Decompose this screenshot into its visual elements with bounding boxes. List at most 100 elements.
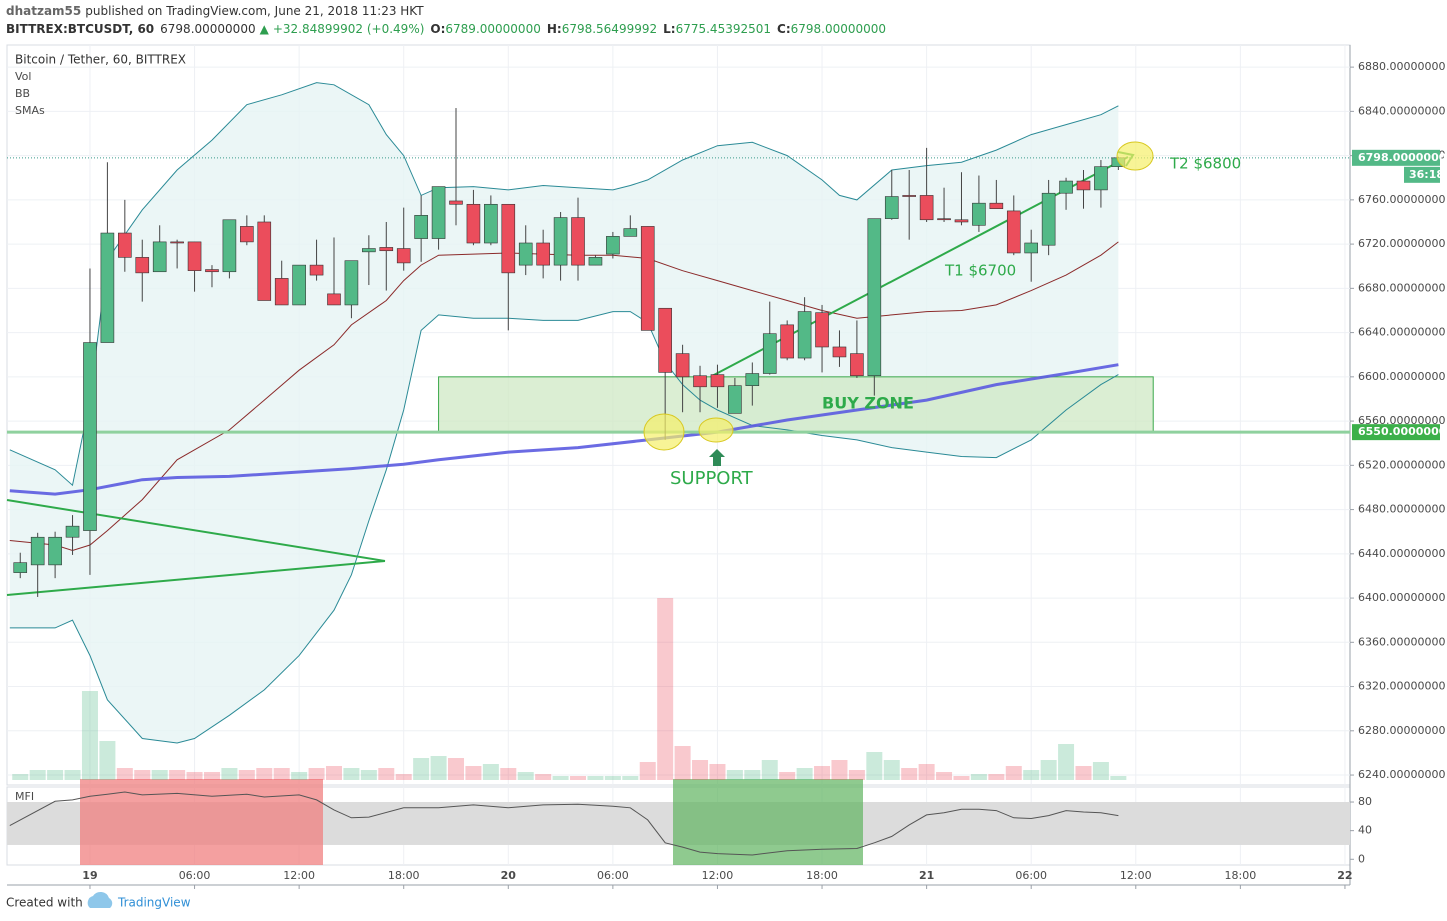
- volume-bar: [273, 768, 290, 780]
- legend-entry: BB: [15, 87, 30, 100]
- candle-body: [989, 202, 1004, 210]
- volume-bar: [430, 756, 447, 780]
- ohlc-key: C:: [777, 22, 791, 36]
- candle-body: [954, 219, 969, 223]
- volume-bar: [395, 774, 412, 780]
- user[interactable]: dhatzam55: [6, 4, 81, 18]
- band-line: [9, 311, 1119, 744]
- symbol: BITTREX:BTCUSDT, 60: [6, 22, 154, 36]
- x-tick-label: 18:00: [1225, 869, 1257, 882]
- volume-bar: [761, 760, 778, 780]
- volume-bar: [692, 760, 709, 780]
- candle-body: [484, 203, 498, 244]
- volume-bar: [1005, 766, 1022, 780]
- candle-body: [205, 269, 219, 273]
- mfi-title: MFI: [15, 790, 34, 803]
- symbol-line: BITTREX:BTCUSDT, 60 6798.00000000 ▲ +32.848…: [6, 22, 886, 36]
- candle-body: [1059, 180, 1073, 194]
- candle-body: [623, 228, 638, 237]
- candle-body: [449, 200, 463, 205]
- candle-body: [919, 195, 934, 221]
- ohlc-value: 6798.00000000: [791, 22, 886, 36]
- candle-body: [710, 374, 725, 388]
- ohlc-key: O:: [430, 22, 445, 36]
- candle-body: [606, 236, 620, 255]
- band-line: [9, 82, 1119, 487]
- volume-bar: [883, 760, 900, 780]
- ohlc-value: 6775.45392501: [676, 22, 771, 36]
- volume-bar: [1058, 744, 1075, 780]
- volume-bar: [308, 768, 325, 780]
- y-tick-label: 6840.00000000: [1358, 104, 1445, 117]
- change: +32.84899902 (+0.49%): [273, 22, 425, 36]
- y-tick-label: 6280.00000000: [1358, 724, 1445, 737]
- legend-title: Bitcoin / Tether, 60, BITTREX: [15, 53, 186, 67]
- triangle-line: [6, 560, 386, 596]
- candle-body: [762, 333, 777, 374]
- volume-bar: [1040, 760, 1057, 780]
- annotation: SUPPORT: [670, 468, 754, 489]
- footer-created: Created with: [6, 896, 83, 910]
- candle-body: [693, 375, 707, 388]
- candle-body: [518, 242, 533, 266]
- candle-body: [675, 353, 690, 378]
- x-tick-label: 06:00: [179, 869, 211, 882]
- candle-body: [83, 342, 97, 531]
- y-tick-label: 6440.00000000: [1358, 547, 1445, 560]
- volume-bar: [1092, 762, 1109, 780]
- ohlc-value: 6789.00000000: [445, 22, 540, 36]
- x-tick-label: 22: [1337, 869, 1352, 882]
- candle-body: [30, 536, 45, 566]
- support-tag: [1352, 424, 1440, 441]
- y-tick-label: 6880.00000000: [1358, 60, 1445, 73]
- volume-bar: [1110, 776, 1127, 780]
- direction: ▲: [260, 22, 270, 36]
- volume-bar: [831, 760, 848, 780]
- y-tick-label: 40: [1358, 824, 1372, 837]
- volume-bar: [535, 774, 552, 780]
- volume-bar: [657, 598, 674, 780]
- candle-body: [152, 241, 167, 273]
- volume-bar: [238, 770, 255, 780]
- support-arrow: [709, 449, 725, 466]
- highlight: [643, 413, 685, 451]
- y-tick-label: 6680.00000000: [1358, 281, 1445, 294]
- candle-body: [466, 203, 481, 244]
- published: published on TradingView.com, June 21, 2…: [85, 4, 424, 18]
- candle-body: [780, 324, 794, 359]
- y-tick-label: 6320.00000000: [1358, 680, 1445, 693]
- volume-bar: [203, 772, 220, 780]
- candle-body: [937, 218, 951, 221]
- candle-body: [309, 264, 324, 276]
- countdown: 36:18: [1409, 168, 1444, 181]
- volume-bar: [796, 768, 813, 780]
- volume-bar: [744, 770, 761, 780]
- candle-body: [48, 536, 62, 566]
- y-tick-label: 6720.00000000: [1358, 237, 1445, 250]
- candle-body: [797, 311, 812, 359]
- x-tick-label: 06:00: [597, 869, 629, 882]
- candle-body: [501, 203, 516, 274]
- volume-bar: [29, 770, 46, 780]
- price-tag: [1352, 149, 1440, 166]
- candle-body: [815, 312, 829, 348]
- volume-bar: [726, 770, 743, 780]
- header-line: dhatzam55 published on TradingView.com, J…: [6, 4, 424, 18]
- candle-body: [135, 257, 150, 274]
- volume-bar: [325, 766, 342, 780]
- y-tick-label: 6640.00000000: [1358, 326, 1445, 339]
- candle-body: [832, 346, 847, 358]
- x-tick-label: 18:00: [388, 869, 420, 882]
- candle-body: [292, 264, 306, 306]
- support-tag-label: 6550.00000000: [1358, 425, 1447, 438]
- volume-bar: [639, 762, 656, 780]
- candle-body: [100, 232, 115, 343]
- x-tick-label: 06:00: [1015, 869, 1047, 882]
- y-tick-label: 80: [1358, 795, 1372, 808]
- y-tick-label: 6240.00000000: [1358, 768, 1445, 781]
- y-tick-label: 6400.00000000: [1358, 591, 1445, 604]
- highlight: [698, 417, 734, 443]
- price-tag-label: 6798.00000000: [1358, 151, 1447, 164]
- candle-body: [222, 219, 237, 273]
